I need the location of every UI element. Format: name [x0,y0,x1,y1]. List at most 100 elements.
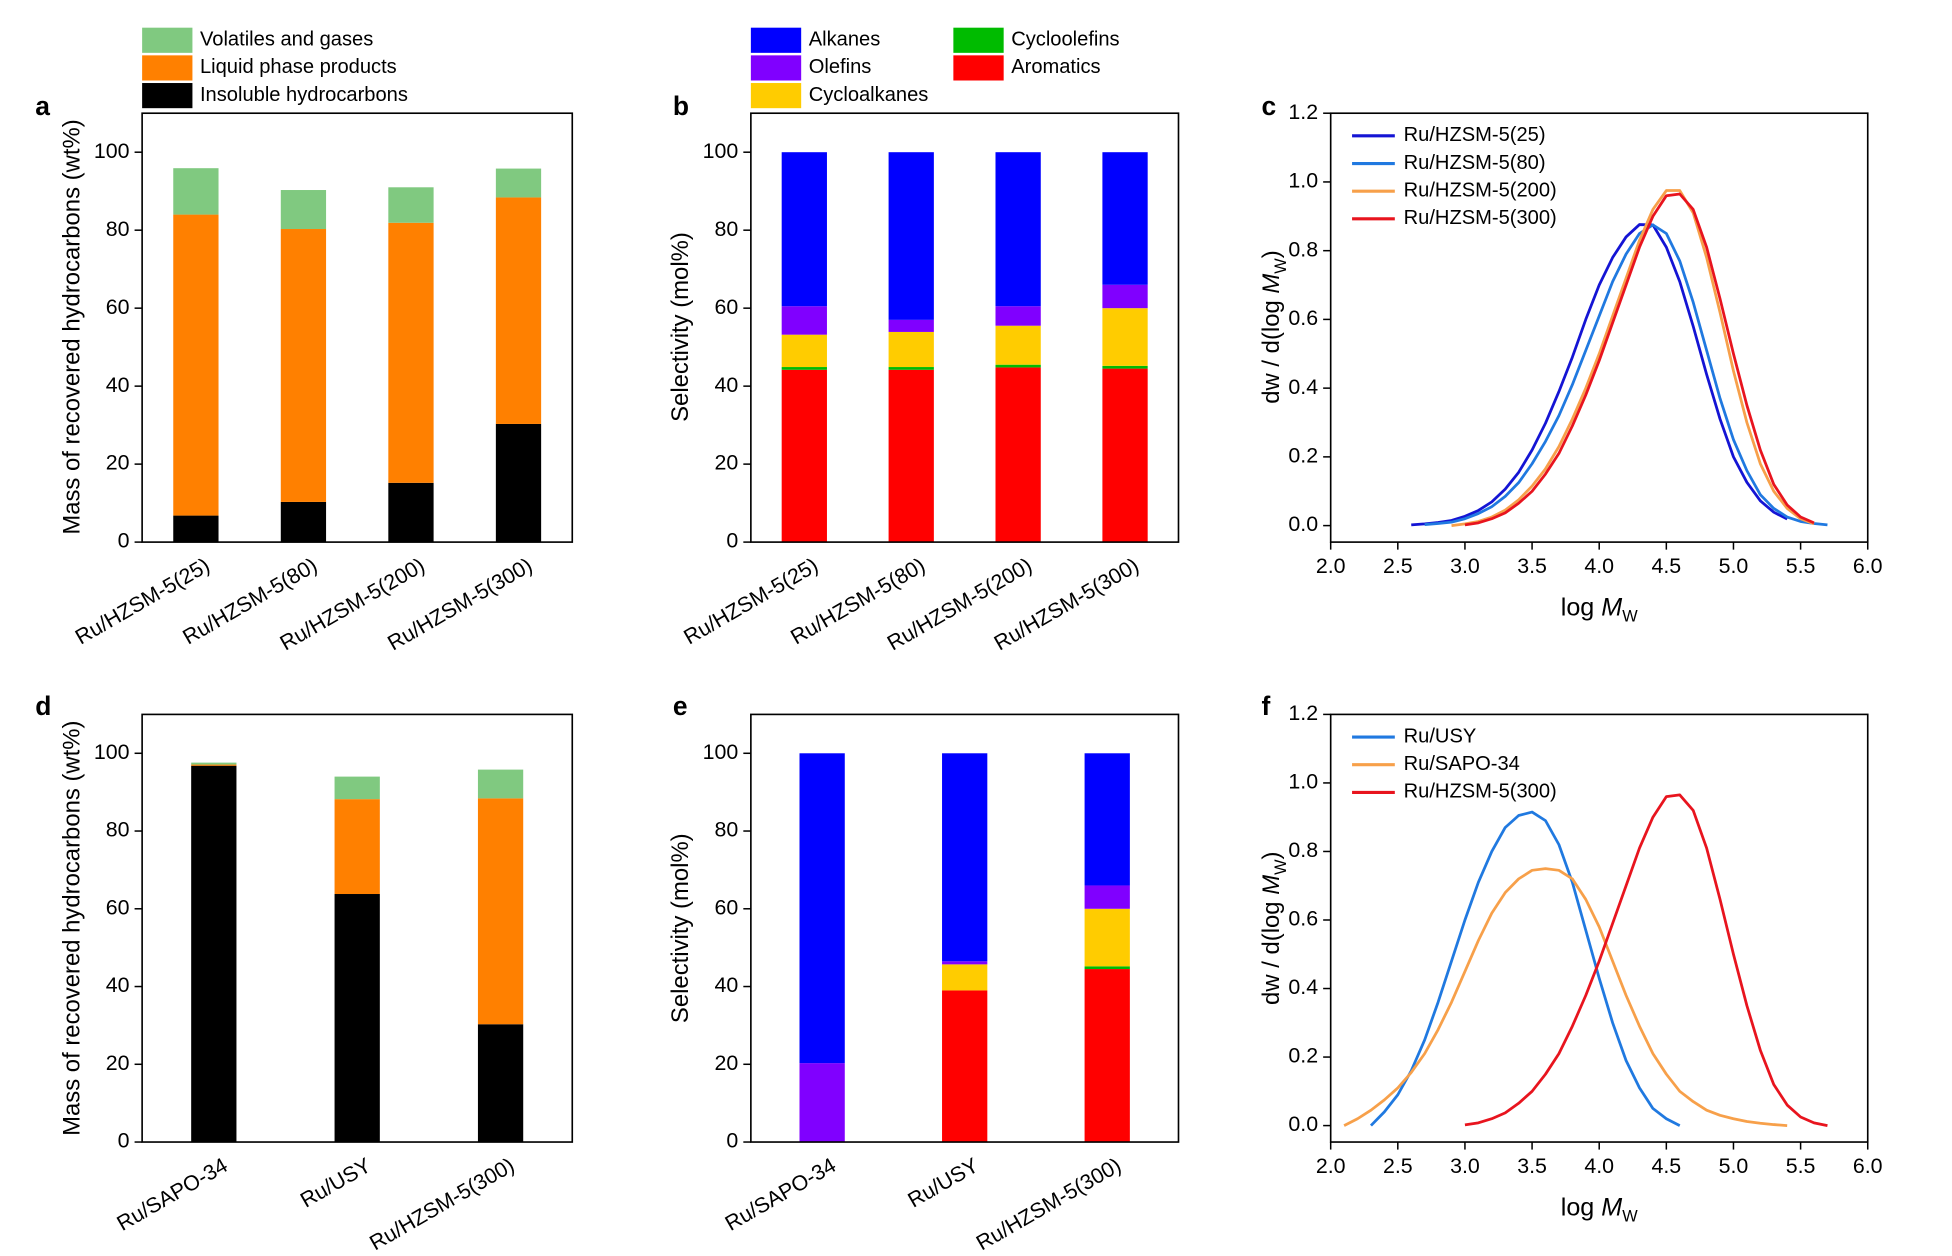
bar-segment [1084,908,1130,967]
y-tick-label: 40 [106,373,130,397]
y-axis-title-part: dw / d(log [1258,294,1285,404]
bar-segment [799,753,845,1064]
legend-swatch [750,55,802,81]
y-tick-label: 60 [106,895,130,919]
x-tick-label: 6.0 [1853,1154,1883,1178]
plot-frame [1329,112,1869,543]
plot-frame [750,112,1180,543]
x-tick-label: Ru/USY [904,1153,983,1212]
x-axis-title-part: M [1601,1193,1622,1221]
legend-label: Ru/HZSM-5(80) [1404,152,1546,174]
y-tick-label: 0 [118,529,130,553]
y-axis-title-part: W [1272,258,1290,274]
y-axis-title: Mass of recovered hydrocarbons (wt%) [58,721,85,1136]
y-axis-title: dw / d(log MW) [1258,250,1290,403]
bar-segment [280,501,327,543]
legend-label: Ru/HZSM-5(200) [1404,180,1557,202]
bar-segment [191,765,237,1143]
panel-label: b [673,91,689,121]
x-axis-title-part: W [1622,608,1638,626]
bar-segment [995,325,1041,365]
x-tick-label: 4.5 [1651,1154,1681,1178]
bar-segment [173,214,219,516]
line-series [1464,192,1815,527]
y-axis-title-part: W [1272,859,1290,875]
y-tick-label: 80 [715,217,739,241]
bar-segment [1102,152,1148,285]
bar-segment [781,306,827,335]
legend-swatch [953,55,1004,81]
bar-segment [995,306,1041,326]
legend-label: Ru/HZSM-5(300) [1404,781,1557,803]
panel-label: a [35,91,50,121]
x-tick-label: 4.0 [1584,554,1614,578]
plot-frame [750,713,1180,1143]
y-tick-label: 0.8 [1288,838,1318,862]
bar-segment [191,764,237,766]
y-axis-title-part: ) [1258,250,1285,258]
x-tick-label: 2.0 [1316,1154,1346,1178]
panel-label: c [1262,91,1277,121]
bar-segment [995,364,1041,368]
y-tick-label: 20 [106,1051,130,1075]
legend-label: Liquid phase products [200,56,397,78]
bar-segment [888,367,934,370]
x-tick-label: Ru/HZSM-5(300) [972,1153,1125,1255]
plot-frame [141,112,574,543]
legend-swatch [142,55,193,81]
panel-label: f [1262,691,1271,721]
x-tick-label: 3.0 [1450,554,1480,578]
y-tick-label: 100 [94,740,130,764]
y-tick-label: 0.4 [1288,375,1318,399]
bar-segment [888,331,934,368]
y-tick-label: 20 [106,451,130,475]
legend-label: Alkanes [809,29,881,51]
x-tick-label: 2.0 [1316,554,1346,578]
y-tick-label: 20 [715,1051,739,1075]
bar-segment [888,152,934,320]
y-tick-label: 80 [715,818,739,842]
bar-segment [1102,284,1148,309]
bar-segment [495,423,542,543]
line-series [1464,793,1828,1127]
y-tick-label: 0 [726,1129,738,1153]
y-axis-title: Mass of recovered hydrocarbons (wt%) [58,119,85,534]
y-tick-label: 40 [715,373,739,397]
x-tick-label: Ru/SAPO-34 [721,1153,840,1236]
y-tick-label: 0.2 [1288,1044,1318,1068]
bar-segment [1102,365,1148,369]
y-axis-title-part: M [1258,274,1285,294]
line-series [1343,867,1788,1127]
legend-label: Cycloolefins [1011,29,1119,51]
bar-segment [942,990,988,1143]
bar-segment [388,482,434,543]
bar-segment [477,798,524,1025]
line-series [1369,810,1681,1127]
legend-label: Cycloalkanes [809,84,929,106]
y-tick-label: 0.8 [1288,237,1318,261]
y-tick-label: 1.2 [1288,100,1318,124]
y-tick-label: 0.0 [1288,512,1318,536]
x-tick-label: 4.0 [1584,1154,1614,1178]
legend-label: Ru/SAPO-34 [1404,753,1520,775]
x-axis-title-part: log [1561,593,1602,621]
y-axis-title: Selectivity (mol%) [667,833,694,1023]
y-tick-label: 100 [703,139,739,163]
legend-label: Aromatics [1011,56,1100,78]
y-tick-label: 0.2 [1288,444,1318,468]
x-tick-label: 3.5 [1517,1154,1547,1178]
bar-segment [173,168,219,215]
y-tick-label: 0 [118,1129,130,1153]
y-tick-label: 60 [715,895,739,919]
y-tick-label: 100 [703,740,739,764]
bar-segment [1084,969,1130,1143]
legend-swatch [953,27,1004,53]
bar-segment [781,369,827,543]
y-tick-label: 1.2 [1288,701,1318,725]
legend-label: Insoluble hydrocarbons [200,84,408,106]
bar-segment [1102,368,1148,543]
line-series [1411,223,1788,527]
y-tick-label: 0.6 [1288,907,1318,931]
